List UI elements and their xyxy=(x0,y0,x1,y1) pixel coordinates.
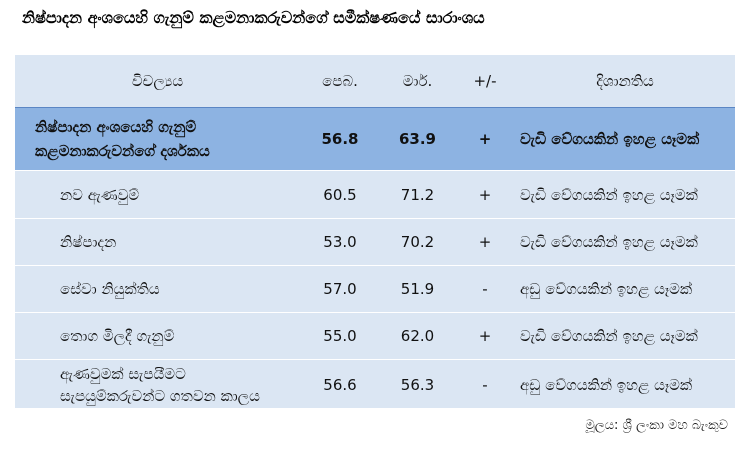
row-change: - xyxy=(482,375,488,394)
row-item: සේවා නියුක්තිය xyxy=(60,280,160,298)
row-direction: අඩු වේගයකින් ඉහළ යෑමක් xyxy=(520,375,693,394)
table-header: විචල්‍යය පෙබ. මාර්. +/- දිශානතිය xyxy=(15,55,735,107)
row-change: + xyxy=(478,130,492,148)
table-row: ඇණවුමක් සැපයීමට සැපයුම්කරුවන්ට ගතවන කාලය… xyxy=(15,359,735,409)
header-direction: දිශානතිය xyxy=(596,72,654,90)
header-feb: පෙබ. xyxy=(322,72,358,90)
row-item-line1: ඇණවුමක් සැපයීමට xyxy=(60,364,186,383)
summary-table: විචල්‍යය පෙබ. මාර්. +/- දිශානතිය නිෂ්පාද… xyxy=(15,55,735,408)
row-feb: 55.0 xyxy=(323,327,357,345)
header-item: විචල්‍යය xyxy=(131,72,184,90)
row-feb: 56.8 xyxy=(321,130,359,148)
row-direction: අඩු වේගයකින් ඉහළ යෑමක් xyxy=(520,280,693,298)
table-row: නව ඇණවුම් 60.5 71.2 + වැඩි වේගයකින් ඉහළ … xyxy=(15,170,735,218)
row-item: නිෂ්පාදන අංශයෙහි ගැනුම් කළමනාකරුවන්ගේ දර… xyxy=(15,115,300,163)
row-mar: 63.9 xyxy=(398,130,436,148)
row-feb: 60.5 xyxy=(323,185,357,204)
header-change: +/- xyxy=(473,72,497,90)
page-title: නිෂ්පාදන අංශයෙහි ගැනුම් කළමනාකරුවන්ගේ සම… xyxy=(22,8,485,27)
row-mar: 62.0 xyxy=(400,327,435,345)
row-item-line1: නිෂ්පාදන අංශයෙහි ගැනුම් xyxy=(35,118,197,136)
row-direction: වැඩි වේගයකින් ඉහළ යෑමක් xyxy=(520,233,698,251)
row-item-line2: සැපයුම්කරුවන්ට ගතවන කාලය xyxy=(60,386,260,405)
row-change: + xyxy=(478,185,492,204)
row-direction: වැඩි වේගයකින් ඉහළ යෑමක් xyxy=(520,185,698,204)
row-mar: 51.9 xyxy=(400,280,435,298)
row-feb: 56.6 xyxy=(323,375,357,394)
table-row: තොග මිලදී ගැනුම් 55.0 62.0 + වැඩි වේගයකි… xyxy=(15,312,735,359)
row-item: තොග මිලදී ගැනුම් xyxy=(60,327,175,345)
header-mar: මාර්. xyxy=(402,72,433,90)
table-row: සේවා නියුක්තිය 57.0 51.9 - අඩු වේගයකින් … xyxy=(15,265,735,312)
row-item: නව ඇණවුම් xyxy=(60,185,140,204)
row-direction: වැඩි වේගයකින් ඉහළ යෑමක් xyxy=(520,327,698,345)
row-item-line2: කළමනාකරුවන්ගේ දර්ශකය xyxy=(35,142,210,160)
row-feb: 53.0 xyxy=(323,233,357,251)
table-row: නිෂ්පාදන 53.0 70.2 + වැඩි වේගයකින් ඉහළ ය… xyxy=(15,218,735,265)
row-item: නිෂ්පාදන xyxy=(60,233,117,251)
row-mar: 71.2 xyxy=(400,185,435,204)
table-row: නිෂ්පාදන අංශයෙහි ගැනුම් කළමනාකරුවන්ගේ දර… xyxy=(15,107,735,171)
row-change: - xyxy=(482,280,488,298)
row-change: + xyxy=(478,233,492,251)
row-change: + xyxy=(478,327,492,345)
row-mar: 56.3 xyxy=(400,375,435,394)
row-feb: 57.0 xyxy=(323,280,357,298)
row-direction: වැඩි වේගයකින් ඉහළ යෑමක් xyxy=(520,130,700,148)
row-mar: 70.2 xyxy=(400,233,435,251)
source-note: මූලය: ශ්‍රී ලංකා මහ බැංකුව xyxy=(585,418,728,433)
row-item: ඇණවුමක් සැපයීමට සැපයුම්කරුවන්ට ගතවන කාලය xyxy=(15,363,300,407)
